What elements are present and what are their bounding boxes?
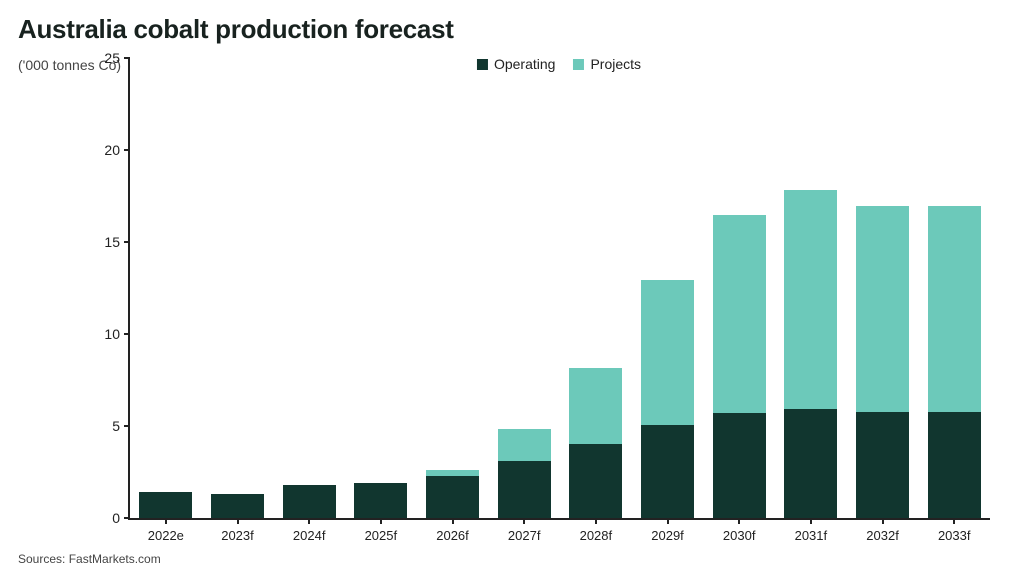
x-tick-label: 2028f xyxy=(580,518,613,543)
x-tick-label: 2023f xyxy=(221,518,254,543)
bar-segment-operating xyxy=(641,425,694,518)
bar-slot: 2029f xyxy=(632,58,704,518)
stacked-bar xyxy=(283,395,336,518)
bar-segment-operating xyxy=(856,412,909,518)
x-tick-label: 2025f xyxy=(365,518,398,543)
bar-slot: 2028f xyxy=(560,58,632,518)
stacked-bar xyxy=(498,316,551,518)
bar-segment-projects xyxy=(784,190,837,409)
y-tick-mark xyxy=(124,57,130,59)
bar-segment-operating xyxy=(426,476,479,518)
bar-slot: 2030f xyxy=(703,58,775,518)
bar-segment-operating xyxy=(139,492,192,518)
stacked-bar xyxy=(354,391,407,518)
y-tick-mark xyxy=(124,149,130,151)
chart-plot-area: OperatingProjects 2022e2023f2024f2025f20… xyxy=(128,58,990,520)
x-tick-label: 2031f xyxy=(795,518,828,543)
bars-group: 2022e2023f2024f2025f2026f2027f2028f2029f… xyxy=(130,58,990,518)
bar-segment-projects xyxy=(641,280,694,426)
bar-slot: 2024f xyxy=(273,58,345,518)
bar-segment-operating xyxy=(498,461,551,518)
y-tick-mark xyxy=(124,333,130,335)
bar-slot: 2026f xyxy=(417,58,489,518)
y-tick-mark xyxy=(124,241,130,243)
x-tick-label: 2032f xyxy=(866,518,899,543)
sources-text: Sources: FastMarkets.com xyxy=(18,552,161,566)
stacked-bar xyxy=(784,130,837,518)
bar-segment-operating xyxy=(283,485,336,518)
bar-segment-projects xyxy=(928,206,981,412)
bar-slot: 2027f xyxy=(488,58,560,518)
bar-segment-operating xyxy=(784,409,837,518)
y-tick-mark xyxy=(124,425,130,427)
bar-slot: 2025f xyxy=(345,58,417,518)
bar-segment-projects xyxy=(713,215,766,414)
bar-slot: 2033f xyxy=(918,58,990,518)
bar-segment-operating xyxy=(569,444,622,518)
x-tick-label: 2029f xyxy=(651,518,684,543)
bar-slot: 2023f xyxy=(202,58,274,518)
x-tick-label: 2033f xyxy=(938,518,971,543)
bar-segment-projects xyxy=(856,206,909,412)
bar-segment-projects xyxy=(569,368,622,445)
stacked-bar xyxy=(856,139,909,518)
bar-segment-projects xyxy=(498,429,551,461)
stacked-bar xyxy=(713,144,766,518)
bar-slot: 2031f xyxy=(775,58,847,518)
stacked-bar xyxy=(928,139,981,518)
x-tick-label: 2024f xyxy=(293,518,326,543)
bar-segment-operating xyxy=(354,483,407,518)
stacked-bar xyxy=(139,409,192,518)
bar-segment-operating xyxy=(211,494,264,518)
stacked-bar xyxy=(426,369,479,518)
plot: 2022e2023f2024f2025f2026f2027f2028f2029f… xyxy=(128,58,990,520)
bar-slot: 2032f xyxy=(847,58,919,518)
bar-slot: 2022e xyxy=(130,58,202,518)
x-tick-label: 2026f xyxy=(436,518,469,543)
y-tick-mark xyxy=(124,517,130,519)
x-tick-label: 2027f xyxy=(508,518,541,543)
bar-segment-operating xyxy=(928,412,981,518)
stacked-bar xyxy=(211,413,264,518)
stacked-bar xyxy=(569,255,622,518)
x-tick-label: 2022e xyxy=(148,518,184,543)
x-tick-label: 2030f xyxy=(723,518,756,543)
chart-container: Australia cobalt production forecast ('0… xyxy=(0,0,1024,576)
chart-title: Australia cobalt production forecast xyxy=(18,14,1006,45)
stacked-bar xyxy=(641,187,694,518)
bar-segment-operating xyxy=(713,413,766,518)
